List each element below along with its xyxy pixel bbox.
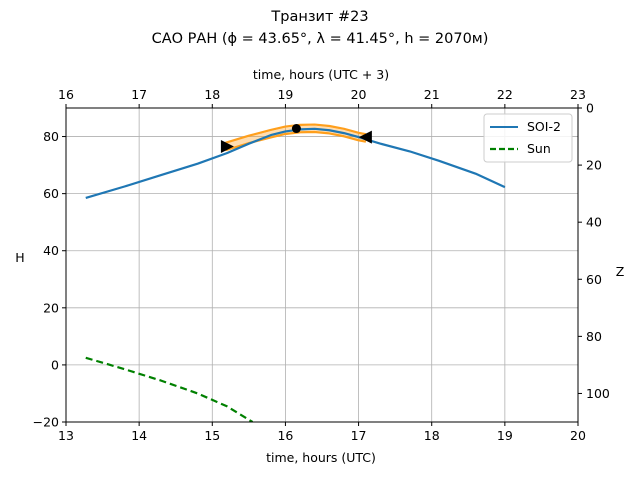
x-tick-label: 13	[58, 428, 74, 443]
x-tick-label: 16	[277, 428, 293, 443]
x-axis-label: time, hours (UTC)	[266, 450, 376, 465]
y-tick-label: −20	[33, 415, 59, 430]
x-tick-label: 20	[570, 428, 586, 443]
y-tick-label: 80	[43, 129, 59, 144]
y-right-tick-label: 20	[586, 158, 602, 173]
x-top-tick-label: 16	[58, 87, 74, 102]
y-axis-right-label: Z	[616, 264, 625, 279]
x-axis-top-label: time, hours (UTC + 3)	[253, 67, 389, 82]
plot-frame	[65, 107, 579, 423]
marker-transit-start	[220, 140, 234, 154]
legend-label-sun: Sun	[527, 141, 551, 156]
legend-label-soi2: SOI-2	[527, 119, 561, 134]
x-tick-label: 18	[424, 428, 440, 443]
y-tick-label: 20	[43, 300, 59, 315]
y-right-tick-label: 60	[586, 272, 602, 287]
marker-transit-peak	[291, 124, 301, 134]
chart-title-line2: САО РАН (ϕ = 43.65°, λ = 41.45°, h = 207…	[152, 31, 489, 47]
legend: SOI-2 Sun	[483, 113, 573, 163]
y-tick-label: 40	[43, 243, 59, 258]
chart-title-line1: Транзит #23	[270, 9, 368, 25]
x-top-tick-label: 18	[204, 87, 220, 102]
x-top-tick-label: 21	[424, 87, 440, 102]
x-tick-label: 17	[351, 428, 367, 443]
y-right-tick-label: 80	[586, 329, 602, 344]
transit-band-upper	[225, 123, 367, 144]
y-right-tick-label: 0	[586, 101, 594, 116]
y-axis-label: H	[15, 250, 24, 265]
x-top-tick-label: 22	[497, 87, 513, 102]
x-top-tick-label: 19	[277, 87, 293, 102]
axis-ticks: 13 14 15 16 17 18 19 20 16 17 18 19 20 21 22 23 −20 0 20 40…	[33, 87, 610, 443]
x-tick-label: 19	[497, 428, 513, 443]
x-tick-label: 15	[204, 428, 220, 443]
y-tick-label: 60	[43, 186, 59, 201]
x-top-tick-label: 17	[131, 87, 147, 102]
series-line-sun	[85, 356, 254, 422]
y-tick-label: 0	[51, 357, 59, 372]
y-right-tick-label: 100	[586, 386, 610, 401]
x-top-tick-label: 23	[570, 87, 586, 102]
y-right-tick-label: 40	[586, 215, 602, 230]
series-line-soi-2	[85, 127, 506, 199]
x-top-tick-label: 20	[351, 87, 367, 102]
marker-transit-end	[358, 130, 372, 144]
plot-series	[85, 123, 506, 422]
x-tick-label: 14	[131, 428, 147, 443]
